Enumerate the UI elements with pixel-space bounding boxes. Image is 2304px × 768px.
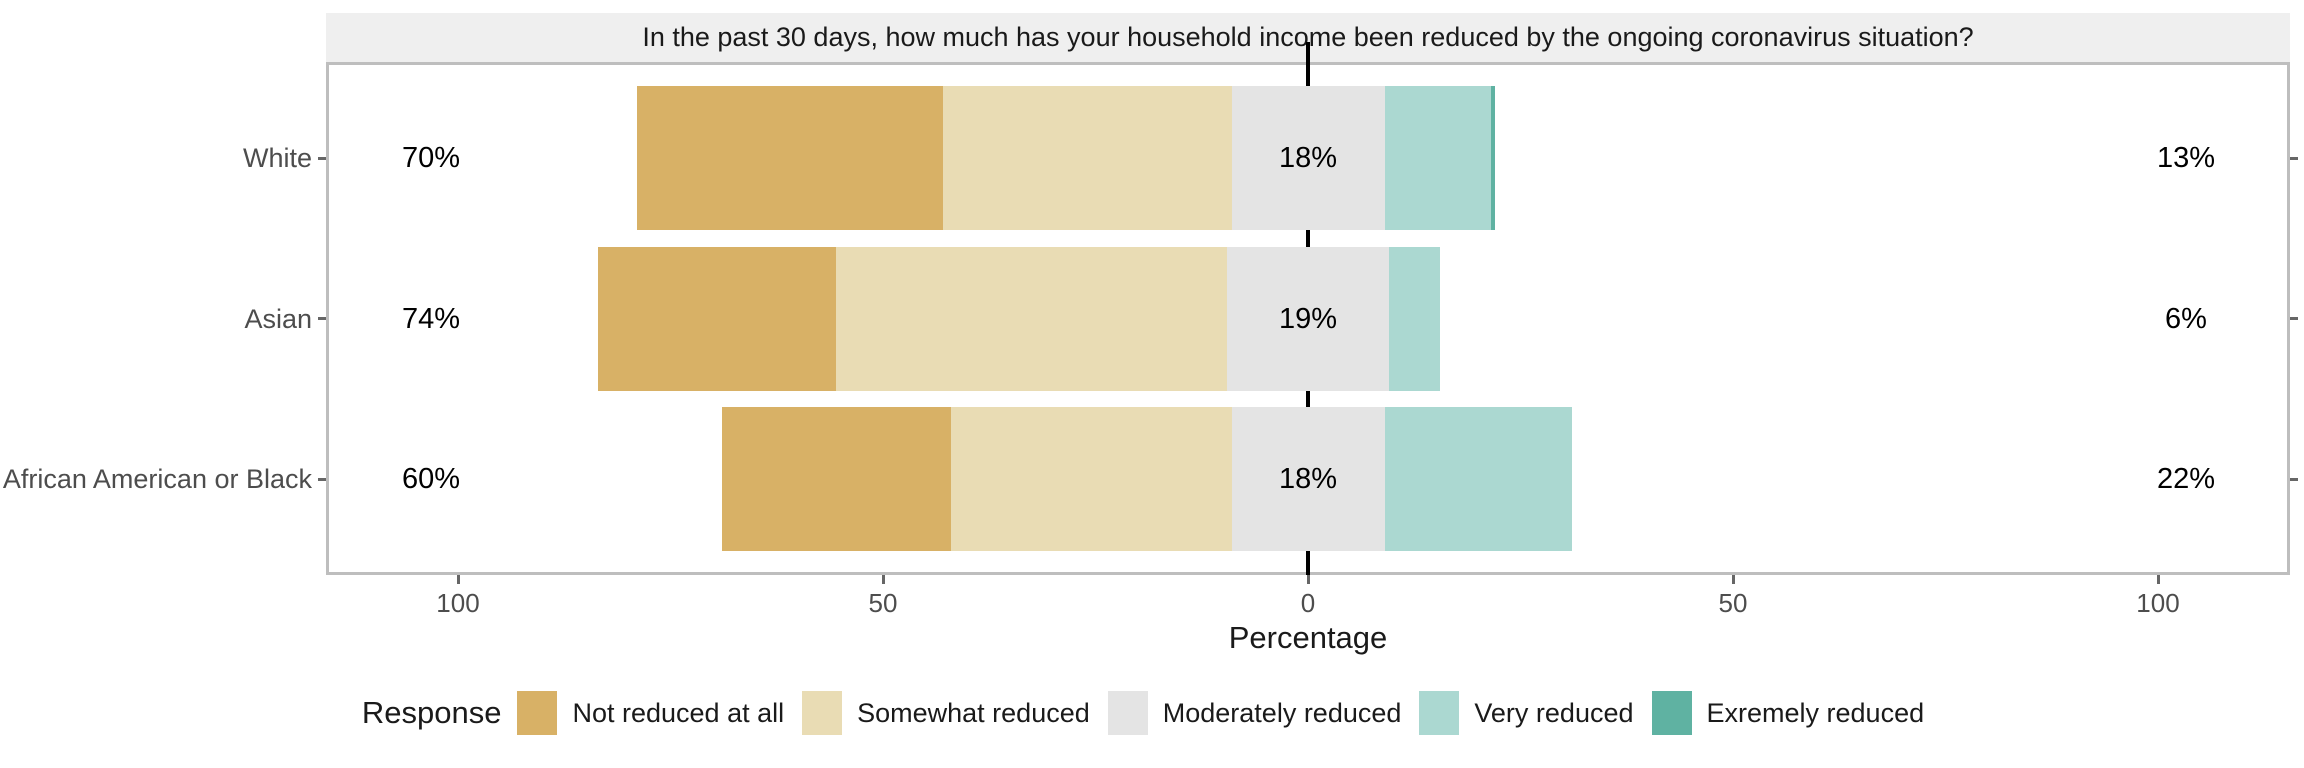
legend: Response Not reduced at all Somewhat redu… <box>0 688 2304 738</box>
bar-segment <box>942 86 1232 230</box>
x-axis-title: Percentage <box>1228 620 1388 655</box>
legend-item: Moderately reduced <box>1107 691 1402 735</box>
value-label-left: 70% <box>401 142 461 174</box>
legend-swatch <box>1107 691 1148 735</box>
bar-segment <box>836 246 1228 391</box>
value-label-center: 18% <box>1278 142 1338 174</box>
legend-item-label: Moderately reduced <box>1162 697 1402 728</box>
bar-segment <box>951 407 1232 551</box>
x-tick-label: 100 <box>2136 588 2180 618</box>
bar-segment <box>636 86 943 230</box>
legend-item-label: Very reduced <box>1474 697 1634 728</box>
value-label-right: 22% <box>2156 463 2216 495</box>
x-axis-tick <box>881 575 885 584</box>
bar-segment <box>721 407 951 551</box>
x-tick-label: 0 <box>1300 588 1316 618</box>
legend-items: Not reduced at all Somewhat reduced Modera… <box>517 691 1942 735</box>
legend-title: Response <box>361 695 502 730</box>
legend-item: Very reduced <box>1419 691 1634 735</box>
x-tick-label: 100 <box>436 588 480 618</box>
x-tick-label: 50 <box>1718 588 1748 618</box>
legend-item: Exremely reduced <box>1651 691 1925 735</box>
bar-segment <box>1388 246 1440 391</box>
bar-segment <box>1490 86 1495 230</box>
legend-item: Somewhat reduced <box>802 691 1090 735</box>
x-axis-tick <box>2156 575 2160 584</box>
y-axis-tick-left <box>318 156 326 160</box>
legend-item-label: Not reduced at all <box>572 697 785 728</box>
bar-segment <box>1384 407 1572 551</box>
legend-item: Not reduced at all <box>517 691 784 735</box>
x-axis-tick <box>1731 575 1735 584</box>
legend-swatch <box>517 691 558 735</box>
bar-segment <box>1231 86 1385 230</box>
category-label: White <box>242 143 312 173</box>
value-label-right: 6% <box>2165 302 2207 335</box>
x-axis-tick <box>1306 575 1310 584</box>
y-axis-tick-left <box>318 477 326 481</box>
value-label-right: 13% <box>2156 142 2216 174</box>
x-axis-tick <box>456 575 460 584</box>
value-label-left: 74% <box>401 302 461 335</box>
bar-segment <box>598 246 837 391</box>
legend-swatch <box>1419 691 1460 735</box>
bar-segment <box>1384 86 1491 230</box>
legend-swatch <box>802 691 843 735</box>
value-label-left: 60% <box>401 463 461 495</box>
value-label-center: 18% <box>1278 463 1338 495</box>
y-axis-tick-right <box>2290 477 2298 481</box>
value-label-center: 19% <box>1278 302 1338 335</box>
category-label: Asian <box>244 303 312 334</box>
y-axis-tick-right <box>2290 317 2298 320</box>
category-label: African American or Black <box>2 464 312 494</box>
bar-segment <box>1231 407 1385 551</box>
legend-item-label: Exremely reduced <box>1706 697 1925 728</box>
legend-swatch <box>1651 691 1692 735</box>
legend-item-label: Somewhat reduced <box>857 697 1090 728</box>
x-tick-label: 50 <box>868 588 898 618</box>
y-axis-tick-left <box>318 317 326 320</box>
y-axis-tick-right <box>2290 156 2298 160</box>
bar-segment <box>1227 246 1389 391</box>
